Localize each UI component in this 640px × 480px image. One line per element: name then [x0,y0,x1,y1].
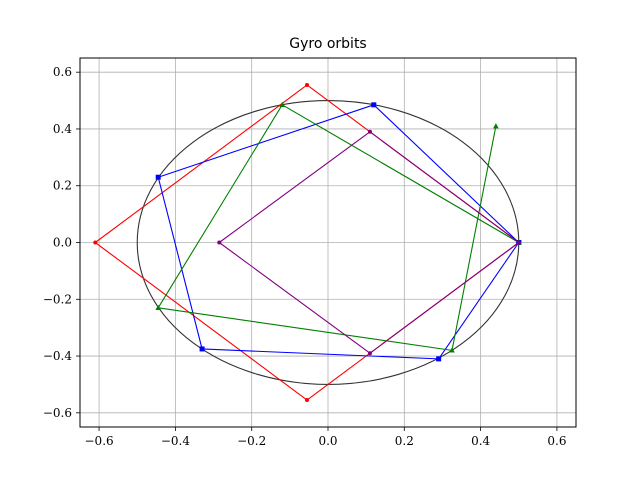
x-tick-label: −0.6 [85,434,114,448]
y-tick-label: −0.2 [43,292,72,306]
y-tick-label: 0.4 [53,122,72,136]
series-3-point [217,240,222,245]
series-2-point [493,123,499,129]
series-3-point [367,129,372,134]
series-1-line [157,104,520,360]
series-0-point [305,82,310,87]
series-1-point [436,356,442,362]
series-2-point [155,304,162,310]
x-tick-label: 0.6 [547,434,566,448]
series-0-point [305,398,310,403]
x-tick-label: −0.4 [161,434,191,448]
series-2-line [157,104,520,351]
x-tick-label: 0.0 [318,434,337,448]
series-3-point [516,240,521,245]
series-1-point [155,174,161,180]
series-1 [155,102,522,362]
y-tick-label: 0.6 [53,65,72,79]
y-tick-label: −0.6 [43,406,72,420]
x-tick-label: 0.2 [395,434,414,448]
series-group [93,82,522,403]
series-3-point [367,351,372,356]
series-1-point [199,346,205,352]
ticks: −0.6 −0.4 −0.2 0.0 0.2 0.4 0.6 −0.6 −0.4 −0.2 0.0 0… [43,65,567,448]
y-tick-label: −0.4 [43,349,73,363]
series-3 [217,129,521,356]
series-1-point [371,102,377,108]
series-0-point [93,240,98,245]
x-tick-label: −0.2 [237,434,266,448]
chart-title: Gyro orbits [289,36,366,52]
series-2-point [279,101,286,108]
y-tick-label: 0.2 [53,179,72,193]
x-tick-label: 0.4 [471,434,490,448]
series-2-point [449,347,455,353]
grid [80,58,576,427]
y-tick-label: 0.0 [53,236,72,250]
series-2 [155,101,522,353]
